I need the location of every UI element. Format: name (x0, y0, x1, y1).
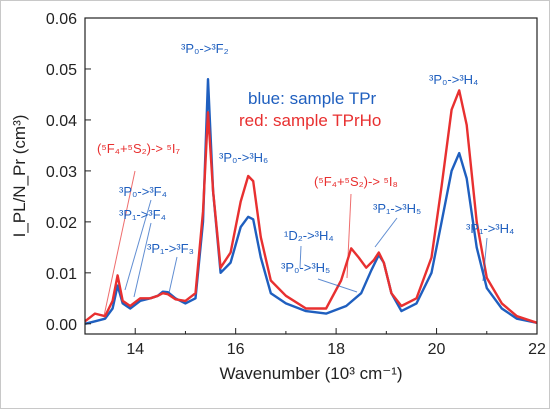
annotation-label: ¹D₂->³H₄ (284, 228, 334, 243)
x-tick-label: 16 (227, 341, 245, 358)
x-axis-title: Wavenumber (10³ cm⁻¹) (219, 364, 402, 383)
annotation-label: ³P₁->³F₃ (147, 241, 194, 256)
y-tick-label: 0.03 (46, 164, 77, 181)
x-tick-label: 22 (528, 341, 546, 358)
x-tick-label: 18 (327, 341, 345, 358)
y-tick-label: 0.06 (46, 11, 77, 28)
annotation-label: (⁵F₄+⁵S₂)-> ⁵I₈ (314, 174, 398, 189)
y-tick-label: 0.02 (46, 215, 77, 232)
annotation-label: (⁵F₄+⁵S₂)-> ⁵I₇ (97, 141, 181, 156)
annotation-leader-line (133, 222, 152, 298)
plot-area-frame (84, 17, 538, 335)
y-tick-label: 0.04 (46, 113, 77, 130)
y-axis-title: I_PL/N_Pr (cm³) (10, 115, 29, 238)
annotation-leader-line (374, 217, 398, 248)
annotation-label: ³P₀->³H₅ (281, 260, 330, 275)
annotation-label: ³P₁->³H₄ (466, 221, 514, 236)
y-tick-label: 0.05 (46, 62, 77, 79)
annotation-leader-line (482, 237, 488, 282)
annotation-label: ³P₀->³F₄ (119, 184, 167, 199)
series-line-1 (84, 89, 538, 324)
annotation-leader-line (168, 256, 178, 294)
annotation-label: ³P₀->³H₄ (429, 72, 478, 87)
annotation-leader-line (103, 170, 136, 317)
legend-entry-1: red: sample TPrHo (239, 111, 381, 130)
y-tick-label: 0.01 (46, 266, 77, 283)
x-tick-label: 14 (126, 341, 144, 358)
annotation-leader-line (317, 278, 358, 293)
annotation-leader-line (346, 193, 352, 279)
annotation-leader-line (124, 199, 152, 291)
annotation-label: ³P₀->³H₆ (219, 150, 268, 165)
annotation-label: ³P₁->³H₅ (373, 201, 421, 216)
y-tick-label: 0.00 (46, 317, 77, 334)
legend-entry-0: blue: sample TPr (248, 89, 377, 108)
annotation-leader-line (299, 245, 302, 269)
annotation-label: ³P₁->³F₄ (119, 207, 166, 222)
x-tick-label: 20 (428, 341, 446, 358)
series-line-0 (84, 77, 538, 325)
annotation-label: ³P₀->³F₂ (181, 41, 229, 56)
